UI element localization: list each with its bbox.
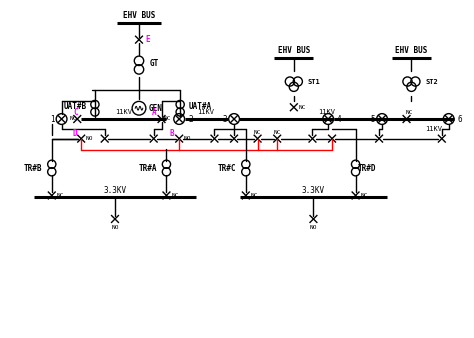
Text: 6: 6	[457, 115, 462, 123]
Text: GEN: GEN	[149, 104, 163, 113]
Text: NC: NC	[69, 116, 77, 121]
Text: NC: NC	[251, 193, 258, 198]
Text: NC: NC	[254, 130, 261, 135]
Text: D: D	[72, 129, 77, 138]
Text: TR#C: TR#C	[218, 164, 236, 172]
Text: EHV BUS: EHV BUS	[395, 46, 428, 55]
Text: 11KV: 11KV	[115, 109, 132, 115]
Text: NC: NC	[406, 110, 413, 115]
Text: 11KV: 11KV	[197, 109, 214, 115]
Text: NC: NC	[57, 193, 64, 198]
Text: 11KV: 11KV	[318, 109, 335, 115]
Text: E: E	[146, 35, 150, 44]
Text: 11KV: 11KV	[426, 126, 443, 132]
Text: EHV BUS: EHV BUS	[278, 46, 310, 55]
Text: NO: NO	[111, 225, 119, 230]
Text: 5: 5	[371, 115, 375, 123]
Text: NC: NC	[273, 130, 281, 135]
Text: C: C	[73, 108, 78, 117]
Text: NO: NO	[310, 225, 317, 230]
Text: TR#B: TR#B	[24, 164, 42, 172]
Text: UAT#B: UAT#B	[64, 102, 87, 111]
Text: NO: NO	[86, 136, 93, 141]
Text: NC: NC	[164, 116, 171, 121]
Text: NC: NC	[299, 105, 306, 110]
Text: 2: 2	[188, 115, 192, 123]
Text: ST1: ST1	[308, 79, 320, 85]
Text: TR#D: TR#D	[357, 164, 376, 172]
Text: B: B	[169, 129, 173, 138]
Text: NC: NC	[171, 193, 179, 198]
Text: 1: 1	[50, 115, 55, 123]
Text: EHV BUS: EHV BUS	[123, 10, 155, 20]
Text: 3: 3	[223, 115, 228, 123]
Text: 3.3KV: 3.3KV	[302, 186, 325, 195]
Text: 4: 4	[337, 115, 342, 123]
Text: ST2: ST2	[425, 79, 438, 85]
Text: 3.3KV: 3.3KV	[103, 186, 127, 195]
Text: A: A	[152, 108, 157, 117]
Text: UAT#A: UAT#A	[189, 102, 212, 111]
Text: NO: NO	[184, 136, 191, 141]
Text: TR#A: TR#A	[138, 164, 156, 172]
Text: GT: GT	[150, 59, 159, 68]
Text: NC: NC	[361, 193, 368, 198]
